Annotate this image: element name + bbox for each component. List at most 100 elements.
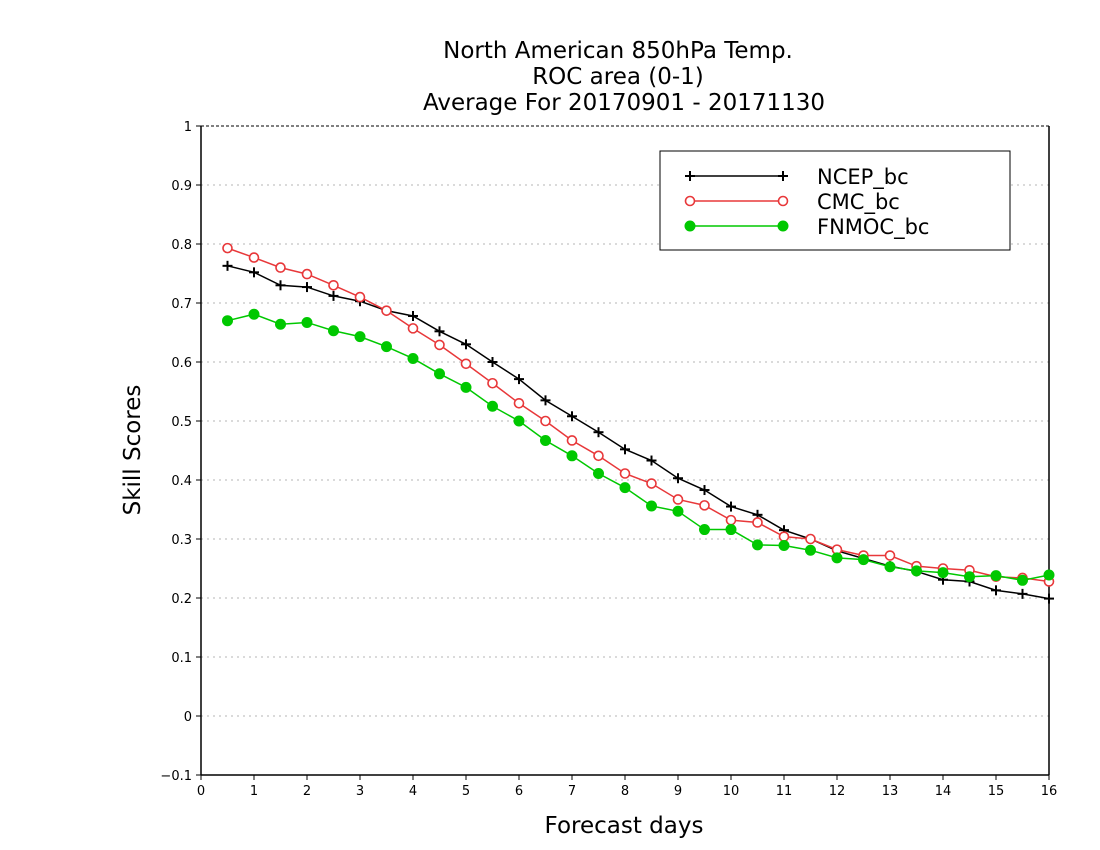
data-point	[778, 531, 790, 542]
data-point	[805, 544, 816, 556]
y-tick-label: 0.3	[171, 533, 192, 548]
data-point	[354, 291, 366, 303]
data-point	[513, 397, 525, 409]
x-tick-label: 9	[674, 784, 682, 799]
data-point	[540, 434, 551, 446]
data-point	[646, 478, 657, 489]
data-point	[222, 260, 233, 271]
data-point	[831, 552, 843, 564]
data-point	[725, 514, 737, 526]
y-tick-label: 1	[184, 120, 192, 135]
data-point	[248, 252, 260, 263]
legend-label: NCEP_bc	[817, 165, 909, 190]
x-tick-label: 11	[776, 784, 793, 799]
series-fnmoc-bc	[222, 308, 1055, 586]
x-tick-label: 2	[303, 784, 311, 799]
series-line	[227, 265, 1050, 600]
data-point	[248, 308, 260, 320]
legend-marker	[777, 195, 789, 207]
data-point	[1043, 569, 1055, 581]
title-line-2: ROC area (0-1)	[532, 64, 704, 90]
axes: −0.100.10.20.30.40.50.60.70.80.910 1 2 3 4 5 6…	[160, 120, 1057, 799]
data-point	[1017, 588, 1028, 599]
data-point	[301, 268, 313, 280]
data-point	[222, 242, 233, 254]
data-point	[699, 500, 710, 511]
data-point	[566, 435, 578, 446]
legend-entry: NCEP_bc	[685, 165, 909, 190]
data-point	[911, 565, 922, 577]
data-point	[937, 567, 949, 579]
data-point	[646, 500, 657, 512]
data-point	[619, 468, 631, 479]
y-tick-label: 0.6	[171, 356, 192, 371]
legend-marker	[684, 195, 696, 207]
x-tick-label: 16	[1041, 784, 1058, 799]
y-tick-label: −0.1	[160, 769, 192, 784]
data-point	[1017, 574, 1028, 586]
legend-marker	[777, 220, 789, 232]
data-point	[328, 290, 339, 301]
data-point	[673, 473, 683, 484]
data-point	[884, 561, 896, 573]
data-point	[593, 468, 604, 480]
legend-marker	[778, 171, 788, 181]
x-tick-label: 10	[723, 784, 740, 799]
y-tick-label: 0.4	[171, 474, 192, 489]
data-point	[275, 262, 286, 273]
series-ncep-bc	[222, 260, 1054, 604]
y-tick-label: 0.9	[171, 179, 192, 194]
data-point	[460, 381, 472, 393]
data-point	[222, 315, 233, 327]
data-point	[567, 411, 577, 422]
data-point	[407, 323, 419, 334]
x-tick-label: 3	[356, 784, 364, 799]
data-point	[302, 282, 312, 293]
data-point	[778, 539, 790, 551]
y-tick-label: 0.7	[171, 297, 192, 312]
data-point	[540, 395, 551, 406]
data-point	[1044, 593, 1054, 604]
x-tick-label: 1	[250, 784, 258, 799]
x-tick-label: 0	[197, 784, 205, 799]
legend-marker	[684, 220, 696, 232]
y-tick-label: 0.5	[171, 415, 192, 430]
data-point	[408, 310, 418, 321]
data-point	[805, 533, 816, 545]
data-point	[752, 539, 763, 551]
y-axis-title: Skill Scores	[120, 385, 146, 516]
data-point	[434, 326, 445, 337]
legend-entry: FNMOC_bc	[684, 215, 929, 240]
data-point	[593, 450, 604, 462]
data-point	[990, 570, 1002, 582]
data-point	[461, 339, 471, 350]
data-point	[249, 267, 259, 278]
data-point	[301, 316, 313, 328]
data-point	[434, 339, 445, 351]
x-tick-label: 6	[515, 784, 523, 799]
x-tick-label: 14	[935, 784, 952, 799]
data-point	[672, 505, 684, 517]
data-point	[540, 415, 551, 427]
data-point	[620, 444, 630, 455]
data-point	[725, 524, 737, 536]
data-point	[699, 485, 710, 496]
data-point	[407, 352, 419, 364]
data-point	[328, 325, 339, 337]
x-tick-label: 5	[462, 784, 470, 799]
data-point	[566, 450, 578, 462]
data-point	[354, 331, 366, 343]
data-point	[513, 415, 525, 427]
data-point	[460, 358, 472, 370]
data-point	[487, 400, 498, 412]
data-point	[646, 455, 657, 466]
data-point	[434, 368, 445, 380]
data-point	[328, 279, 339, 291]
x-axis-title: Forecast days	[545, 813, 704, 839]
data-point	[275, 318, 286, 330]
x-tick-label: 7	[568, 784, 576, 799]
y-tick-label: 0.2	[171, 592, 192, 607]
data-point	[858, 554, 869, 566]
series-layer	[222, 242, 1055, 604]
